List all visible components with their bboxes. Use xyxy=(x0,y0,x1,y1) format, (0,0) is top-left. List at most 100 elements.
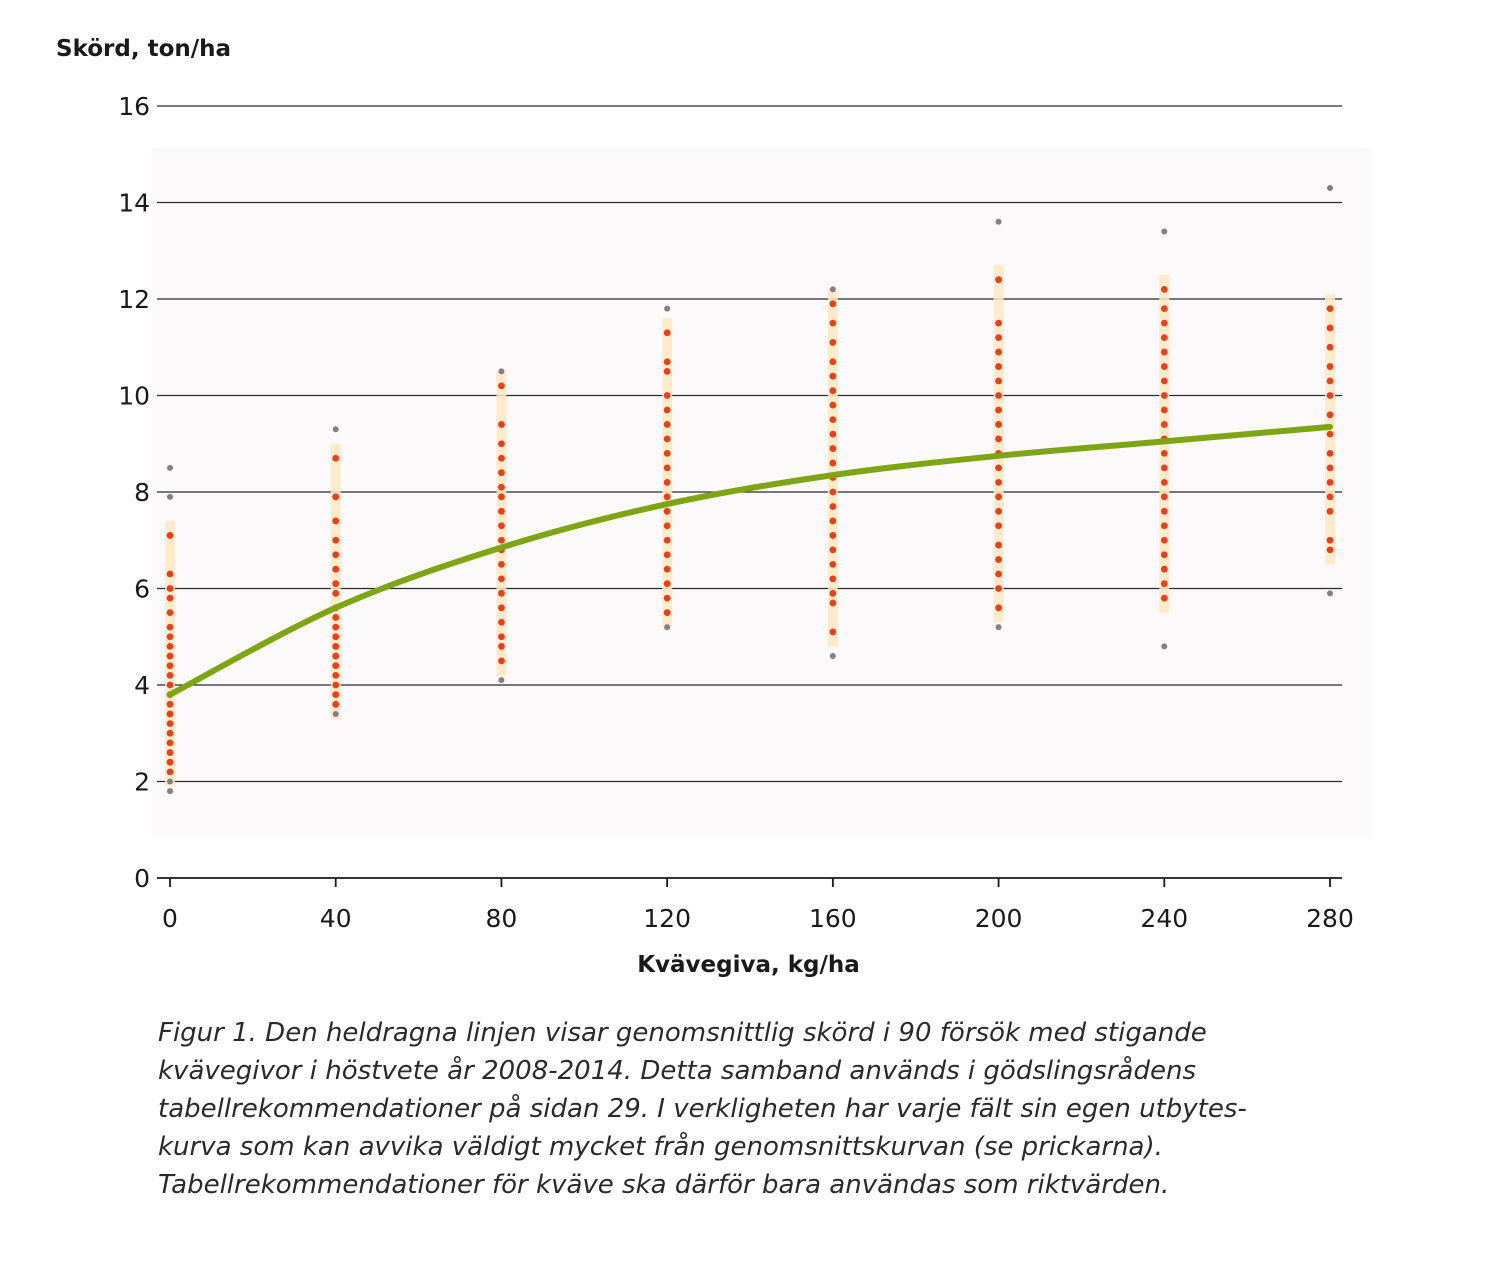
point-band xyxy=(662,318,673,628)
data-point xyxy=(995,377,1002,385)
data-point xyxy=(332,671,340,679)
data-point xyxy=(995,435,1002,443)
data-point xyxy=(332,662,340,670)
data-point xyxy=(498,421,505,428)
data-point xyxy=(1161,228,1168,235)
data-point xyxy=(829,653,836,660)
data-point xyxy=(1160,348,1168,356)
data-point xyxy=(995,570,1002,578)
data-point xyxy=(995,556,1002,563)
data-point xyxy=(498,368,505,375)
data-point xyxy=(829,488,837,496)
data-point xyxy=(498,633,505,641)
point-band xyxy=(827,289,838,647)
data-point xyxy=(498,507,505,515)
data-point xyxy=(1160,392,1168,399)
data-point xyxy=(829,358,837,366)
data-point xyxy=(829,575,837,583)
data-point xyxy=(332,700,340,708)
data-point xyxy=(498,454,505,462)
data-point xyxy=(167,493,173,500)
data-point xyxy=(995,319,1002,327)
data-point xyxy=(1160,536,1168,544)
data-point xyxy=(995,493,1002,501)
data-point xyxy=(167,464,173,471)
data-point xyxy=(1326,430,1334,438)
y-tick-label: 2 xyxy=(134,768,150,797)
data-point xyxy=(498,536,505,544)
data-point xyxy=(663,551,671,559)
data-point xyxy=(995,541,1002,549)
caption-line: Tabellrekommendationer för kväve ska där… xyxy=(158,1170,1170,1200)
data-point xyxy=(995,348,1002,356)
data-point xyxy=(1326,377,1334,385)
data-point xyxy=(829,560,837,568)
data-point xyxy=(663,421,671,428)
data-point xyxy=(166,720,174,727)
data-point xyxy=(498,618,505,626)
data-point xyxy=(166,594,174,602)
data-point xyxy=(332,580,340,588)
y-axis-title: Skörd, ton/ha xyxy=(56,36,232,62)
data-point xyxy=(498,575,505,583)
y-tick-label: 0 xyxy=(134,864,150,893)
data-point xyxy=(663,478,671,486)
data-point xyxy=(995,522,1002,530)
data-point xyxy=(995,363,1002,370)
data-point xyxy=(663,450,671,457)
data-point xyxy=(1326,507,1334,515)
x-tick-label: 40 xyxy=(320,904,352,933)
data-point xyxy=(498,604,505,612)
data-point xyxy=(829,628,837,636)
x-axis-title: Kvävegiva, kg/ha xyxy=(637,952,860,978)
data-point xyxy=(332,643,340,650)
data-point xyxy=(1326,343,1334,351)
data-point xyxy=(332,614,340,621)
data-point xyxy=(166,609,174,617)
data-point xyxy=(332,691,340,699)
data-point xyxy=(166,681,174,689)
caption-line: tabellrekommendationer på sidan 29. I ve… xyxy=(158,1094,1247,1124)
data-point xyxy=(995,421,1002,428)
data-point xyxy=(664,305,671,312)
data-point xyxy=(166,671,174,679)
data-point xyxy=(1326,363,1334,370)
data-point xyxy=(995,507,1002,515)
data-point xyxy=(1160,580,1168,588)
data-point xyxy=(1160,594,1168,602)
x-tick-label: 0 xyxy=(162,904,178,933)
gridlines xyxy=(157,105,1342,783)
caption-line: kurva som kan avvika väldigt mycket från… xyxy=(158,1132,1163,1162)
data-point xyxy=(829,445,837,452)
data-point xyxy=(663,392,671,399)
data-point xyxy=(166,662,174,670)
data-point xyxy=(1160,319,1168,327)
data-point xyxy=(995,334,1002,341)
axes xyxy=(157,877,1342,887)
data-point xyxy=(829,430,837,438)
average-curve-layer xyxy=(167,423,1333,698)
data-point xyxy=(663,565,671,573)
data-point xyxy=(498,657,505,665)
data-point xyxy=(1326,392,1334,399)
data-point xyxy=(332,517,340,525)
data-point xyxy=(167,778,173,785)
data-point xyxy=(1160,450,1168,457)
data-point xyxy=(1160,285,1168,293)
data-point xyxy=(167,788,173,795)
data-point xyxy=(1160,507,1168,515)
data-point xyxy=(1160,406,1168,414)
data-point xyxy=(995,392,1002,399)
data-point xyxy=(332,536,340,544)
x-tick-label: 160 xyxy=(809,904,857,933)
data-point xyxy=(1326,305,1334,313)
data-point xyxy=(332,551,340,559)
data-point xyxy=(498,493,505,501)
data-point xyxy=(166,700,174,708)
data-point xyxy=(1326,546,1334,554)
data-point xyxy=(663,507,671,515)
data-point xyxy=(1327,185,1333,192)
data-point xyxy=(166,623,174,631)
scatter-points xyxy=(166,185,1334,795)
